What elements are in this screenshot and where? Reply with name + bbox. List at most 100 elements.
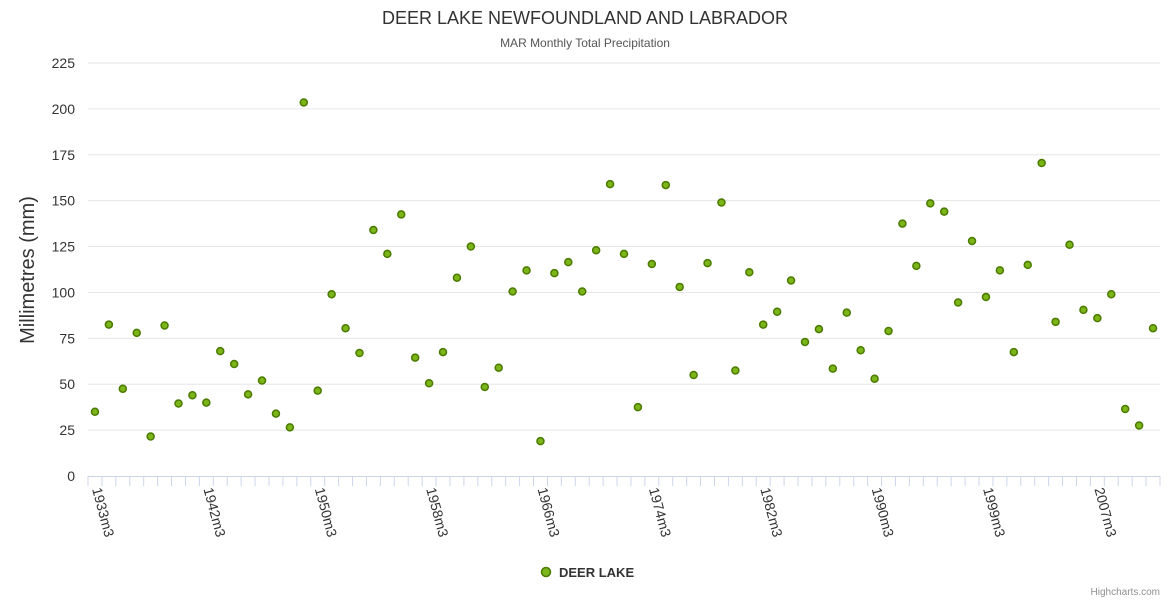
data-point[interactable] bbox=[299, 98, 309, 107]
data-point[interactable] bbox=[271, 409, 281, 418]
data-point[interactable] bbox=[243, 390, 253, 399]
data-point[interactable] bbox=[410, 353, 420, 362]
data-point[interactable] bbox=[912, 261, 921, 271]
data-point[interactable] bbox=[1093, 313, 1102, 323]
y-tick-label: 175 bbox=[52, 147, 76, 163]
data-point[interactable] bbox=[132, 328, 141, 338]
data-point[interactable] bbox=[619, 249, 629, 259]
data-point[interactable] bbox=[174, 399, 183, 408]
y-tick-label: 150 bbox=[52, 193, 76, 209]
data-point[interactable] bbox=[842, 308, 852, 317]
data-point[interactable] bbox=[452, 273, 462, 283]
legend-item-deer-lake[interactable]: DEER LAKE bbox=[540, 565, 635, 580]
data-point[interactable] bbox=[369, 225, 378, 235]
y-axis-label: Millimetres (mm) bbox=[17, 196, 39, 344]
x-tick-label: 1958m3 bbox=[423, 486, 452, 539]
data-point[interactable] bbox=[383, 249, 392, 259]
data-point[interactable] bbox=[188, 390, 197, 400]
data-point[interactable] bbox=[313, 386, 322, 395]
data-point[interactable] bbox=[396, 210, 406, 219]
x-tick-label: 1999m3 bbox=[980, 486, 1009, 539]
data-point[interactable] bbox=[898, 219, 907, 228]
data-point[interactable] bbox=[675, 282, 684, 292]
data-point[interactable] bbox=[772, 307, 782, 316]
data-point[interactable] bbox=[1023, 260, 1032, 270]
data-point[interactable] bbox=[1051, 317, 1060, 327]
data-point[interactable] bbox=[577, 287, 587, 296]
data-point[interactable] bbox=[1134, 421, 1144, 430]
data-point[interactable] bbox=[1079, 305, 1088, 315]
y-tick-label: 100 bbox=[52, 284, 76, 300]
x-tick-label: 2007m3 bbox=[1091, 486, 1120, 539]
data-point[interactable] bbox=[1148, 323, 1158, 333]
data-point[interactable] bbox=[870, 374, 879, 383]
data-point[interactable] bbox=[591, 245, 601, 255]
data-point[interactable] bbox=[1065, 240, 1074, 249]
data-point[interactable] bbox=[216, 346, 225, 356]
data-point[interactable] bbox=[257, 376, 267, 385]
data-point[interactable] bbox=[285, 423, 295, 432]
data-point[interactable] bbox=[355, 348, 364, 358]
data-point[interactable] bbox=[633, 402, 643, 412]
credits-link[interactable]: Highcharts.com bbox=[1091, 587, 1160, 598]
data-point[interactable] bbox=[550, 268, 559, 278]
data-point[interactable] bbox=[717, 198, 726, 207]
chart-subtitle: MAR Monthly Total Precipitation bbox=[500, 36, 670, 50]
y-tick-label: 25 bbox=[59, 422, 75, 438]
data-point[interactable] bbox=[605, 179, 615, 189]
x-tick-label: 1990m3 bbox=[869, 486, 898, 539]
data-point[interactable] bbox=[494, 363, 503, 372]
data-point[interactable] bbox=[508, 287, 517, 296]
data-point[interactable] bbox=[466, 242, 476, 251]
data-point[interactable] bbox=[731, 366, 740, 375]
data-point[interactable] bbox=[1120, 404, 1130, 414]
data-point[interactable] bbox=[647, 259, 657, 269]
data-point[interactable] bbox=[1107, 290, 1116, 299]
data-point[interactable] bbox=[856, 346, 865, 355]
y-tick-label: 125 bbox=[52, 239, 76, 255]
x-tick-label: 1982m3 bbox=[757, 486, 786, 539]
data-point[interactable] bbox=[202, 398, 211, 407]
data-point[interactable] bbox=[786, 276, 796, 285]
data-point[interactable] bbox=[160, 321, 169, 330]
data-points[interactable] bbox=[90, 98, 1158, 446]
data-point[interactable] bbox=[90, 407, 100, 417]
data-point[interactable] bbox=[327, 290, 336, 299]
data-point[interactable] bbox=[146, 432, 155, 441]
data-point[interactable] bbox=[104, 320, 114, 329]
data-point[interactable] bbox=[926, 199, 935, 208]
x-tick-label: 1974m3 bbox=[646, 486, 675, 539]
data-point[interactable] bbox=[341, 323, 350, 333]
data-point[interactable] bbox=[828, 364, 838, 373]
data-point[interactable] bbox=[522, 266, 531, 275]
data-point[interactable] bbox=[981, 292, 991, 302]
data-point[interactable] bbox=[564, 257, 573, 267]
data-point[interactable] bbox=[438, 347, 448, 357]
x-tick-label: 1966m3 bbox=[535, 486, 564, 539]
data-point[interactable] bbox=[953, 298, 963, 307]
data-point[interactable] bbox=[967, 236, 977, 246]
data-point[interactable] bbox=[1037, 158, 1046, 168]
data-point[interactable] bbox=[703, 258, 712, 268]
data-point[interactable] bbox=[884, 326, 893, 336]
gridlines bbox=[88, 62, 1160, 431]
data-point[interactable] bbox=[118, 384, 128, 394]
y-tick-label: 75 bbox=[59, 330, 75, 346]
data-point[interactable] bbox=[758, 320, 768, 329]
y-tick-label: 0 bbox=[67, 468, 75, 484]
data-point[interactable] bbox=[229, 359, 239, 369]
data-point[interactable] bbox=[800, 337, 810, 347]
data-point[interactable] bbox=[689, 370, 698, 380]
data-point[interactable] bbox=[814, 324, 824, 334]
data-point[interactable] bbox=[480, 382, 490, 392]
data-point[interactable] bbox=[939, 207, 949, 216]
y-tick-label: 200 bbox=[52, 101, 76, 117]
data-point[interactable] bbox=[424, 379, 434, 388]
data-point[interactable] bbox=[536, 436, 545, 446]
data-point[interactable] bbox=[661, 180, 671, 190]
data-point[interactable] bbox=[995, 266, 1005, 275]
x-tick-label: 1950m3 bbox=[312, 486, 341, 539]
data-point[interactable] bbox=[1009, 347, 1019, 357]
data-point[interactable] bbox=[745, 268, 754, 277]
